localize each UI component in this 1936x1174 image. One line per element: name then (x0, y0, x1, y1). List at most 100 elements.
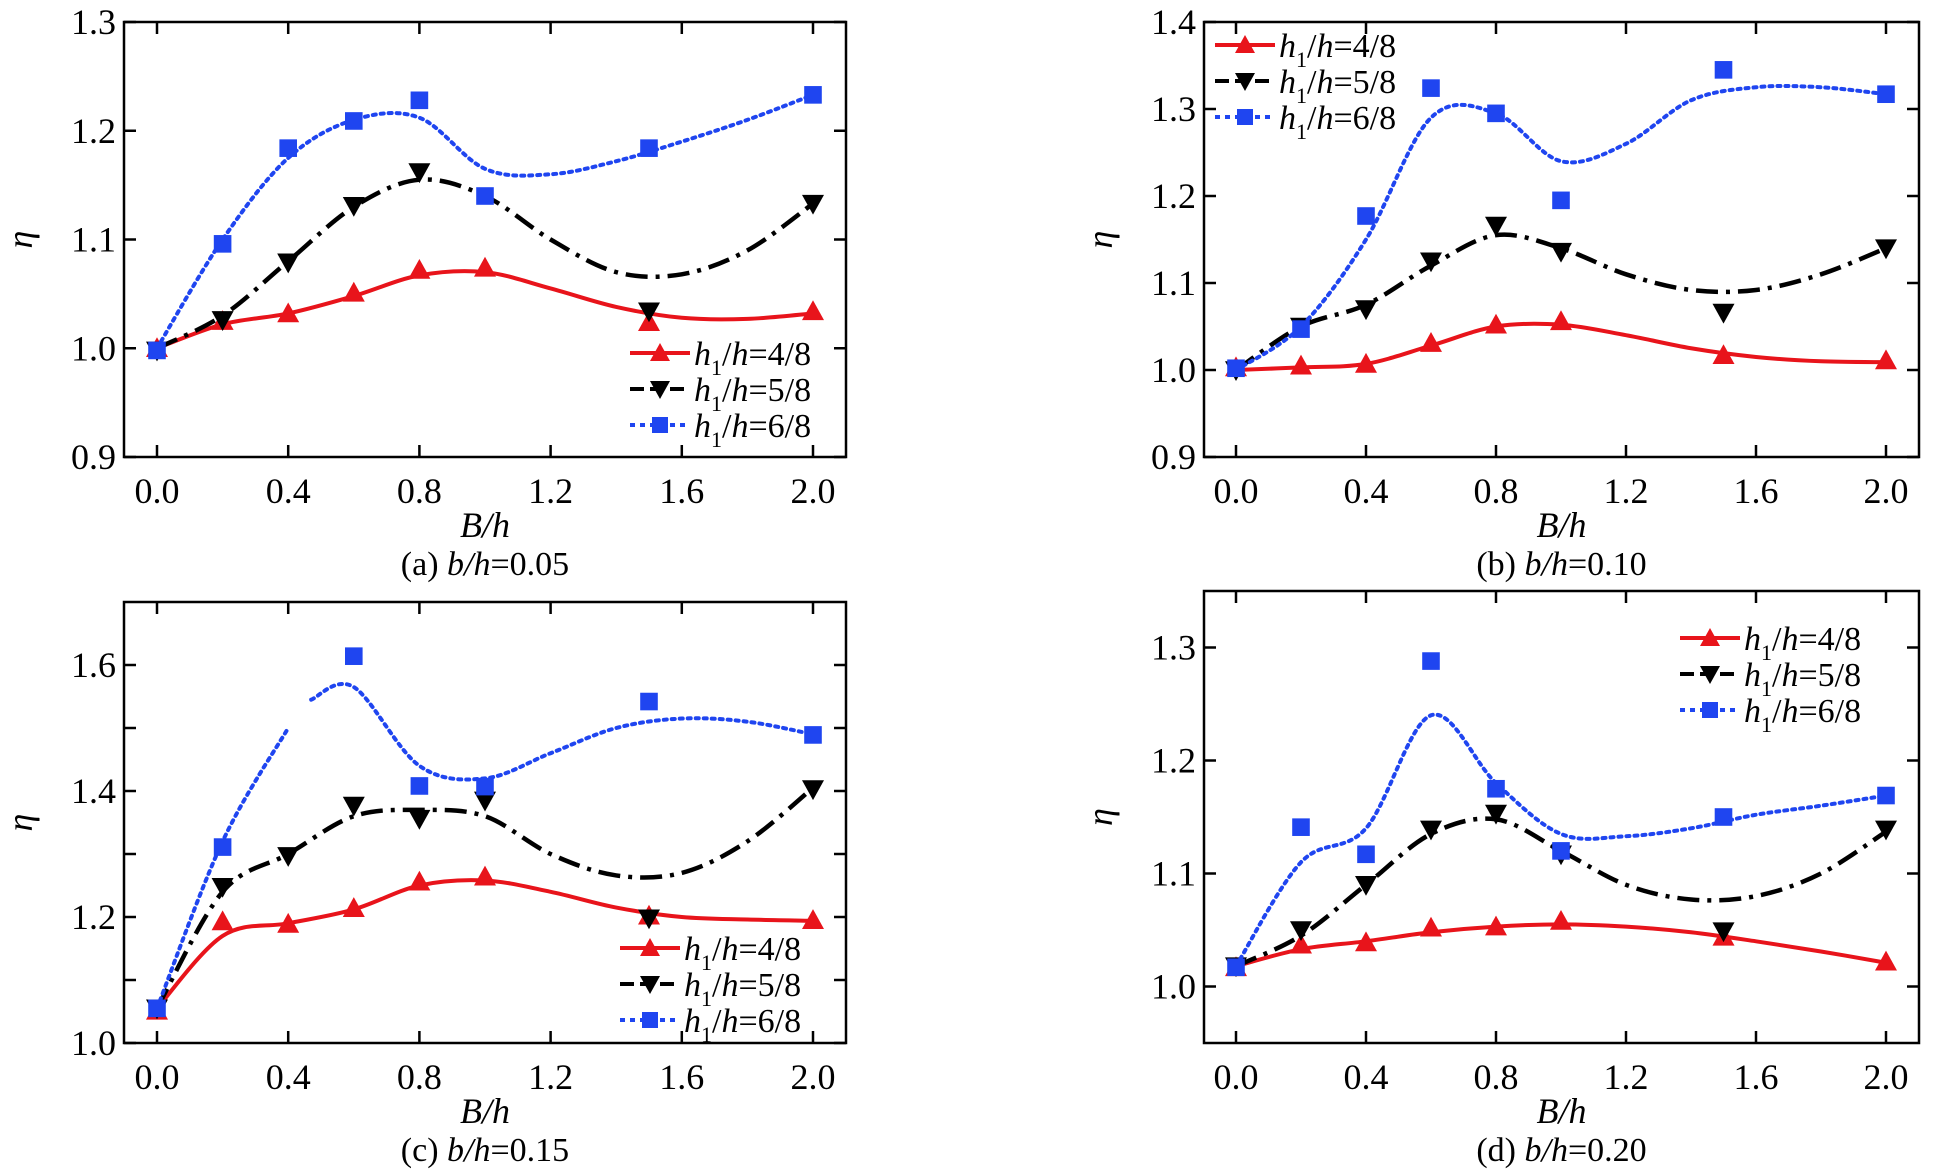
data-point (342, 897, 365, 917)
legend: h1/h=4/8h1/h=5/8h1/h=6/8 (620, 931, 801, 1047)
data-point (1712, 344, 1735, 365)
x-tick-label: 0.0 (1214, 1057, 1259, 1097)
caption-value: =0.15 (491, 1132, 570, 1169)
legend-marker-h4 (1700, 628, 1720, 646)
data-point (277, 912, 300, 933)
data-point (802, 300, 824, 321)
caption-variable: b/h (447, 546, 490, 583)
legend-marker-h4 (640, 938, 660, 956)
data-point (213, 838, 232, 856)
caption-prefix: (c) (401, 1132, 447, 1169)
data-point (1875, 239, 1897, 260)
y-tick-label: 1.3 (1151, 89, 1196, 129)
x-tick-label: 0.4 (1344, 471, 1389, 511)
legend: h1/h=4/8h1/h=5/8h1/h=6/8 (1680, 621, 1861, 737)
fit-curve (1234, 712, 1888, 969)
legend-label-subscript: 1 (711, 391, 722, 416)
panel-caption: (b) b/h=0.10 (1476, 546, 1646, 583)
series-h4 (146, 865, 824, 1020)
legend-label-h: h (1316, 28, 1333, 65)
legend-label-h: h (721, 1003, 738, 1040)
legend-label-subscript: 1 (701, 1022, 712, 1047)
y-tick-label: 1.1 (1151, 263, 1196, 303)
data-point (345, 647, 363, 665)
y-tick-label: 1.1 (1151, 854, 1196, 894)
legend-label-h5: h1/h=5/8 (1744, 657, 1861, 701)
caption-value: =0.10 (1568, 546, 1647, 583)
data-point (1227, 958, 1245, 977)
legend-label-h6: h1/h=6/8 (1744, 693, 1861, 737)
caption-variable: b/h (1525, 546, 1568, 583)
legend-marker-h6 (642, 1012, 658, 1028)
x-axis-label: B/h (1537, 505, 1587, 545)
legend-label-main: h (684, 1003, 701, 1040)
legend-label-h: h (731, 408, 748, 445)
series-h6 (148, 647, 822, 1018)
y-tick-label: 1.0 (1151, 967, 1196, 1007)
x-tick-label: 2.0 (791, 471, 836, 511)
legend-label-main: h (1744, 657, 1761, 694)
series-h6 (1227, 652, 1895, 977)
data-point (1355, 876, 1377, 896)
legend-label-h: h (731, 336, 748, 373)
data-point (1420, 252, 1442, 273)
legend-label-rest: / (1307, 100, 1317, 137)
data-point (476, 777, 494, 796)
data-point (802, 194, 824, 215)
data-point (277, 302, 300, 323)
caption-prefix: (b) (1476, 546, 1524, 583)
legend-label-subscript: 1 (1761, 712, 1772, 737)
x-tick-label: 0.8 (397, 1057, 442, 1097)
legend-label-main: h (694, 336, 711, 373)
y-tick-label: 0.9 (71, 437, 116, 477)
series-h6 (148, 86, 822, 360)
y-tick-label: 1.6 (71, 645, 116, 685)
x-axis-label: B/h (460, 505, 510, 545)
legend-label-main: h (1744, 621, 1761, 658)
x-tick-label: 2.0 (1864, 471, 1909, 511)
x-tick-label: 0.4 (266, 1057, 311, 1097)
data-point (148, 341, 166, 360)
legend-marker-h5 (1235, 73, 1255, 91)
data-point (1485, 216, 1507, 237)
legend-marker-h6 (1237, 109, 1253, 125)
y-tick-label: 0.9 (1151, 437, 1196, 477)
data-point (408, 163, 431, 184)
data-point (1485, 915, 1507, 936)
data-point (1357, 207, 1375, 225)
legend-label-rest: / (722, 336, 732, 373)
legend-label-subscript: 1 (701, 986, 712, 1011)
data-point (345, 112, 363, 130)
fit-curve (1235, 816, 1888, 969)
legend-label-h4: h1/h=4/8 (1744, 621, 1861, 665)
legend-label-rest: / (1772, 657, 1782, 694)
data-point (1420, 820, 1442, 841)
legend-label-value: =5/8 (738, 967, 801, 1004)
data-point (410, 777, 429, 795)
x-tick-label: 0.8 (397, 471, 442, 511)
legend-marker-h5 (640, 976, 660, 994)
panel-caption: (c) b/h=0.15 (401, 1132, 569, 1169)
legend-label-subscript: 1 (701, 950, 712, 975)
x-axis-label: B/h (460, 1091, 510, 1131)
y-axis-label: η (0, 814, 40, 832)
legend-label-h6: h1/h=6/8 (1279, 100, 1396, 144)
data-point (279, 139, 297, 157)
data-point (476, 187, 494, 205)
y-tick-label: 1.2 (1151, 741, 1196, 781)
series-h4 (1225, 310, 1897, 377)
data-point (640, 139, 658, 157)
legend-marker-h6 (652, 417, 668, 433)
data-point (408, 258, 431, 279)
x-tick-label: 1.6 (1734, 471, 1779, 511)
x-axis-label: B/h (1537, 1091, 1587, 1131)
data-point (474, 865, 496, 886)
legend-label-rest: / (712, 967, 722, 1004)
y-tick-label: 1.0 (71, 1023, 116, 1063)
legend-label-h6: h1/h=6/8 (684, 1003, 801, 1047)
data-point (1552, 842, 1570, 860)
series-h5 (1225, 804, 1897, 978)
legend-label-h4: h1/h=4/8 (684, 931, 801, 975)
data-point (1290, 921, 1312, 941)
